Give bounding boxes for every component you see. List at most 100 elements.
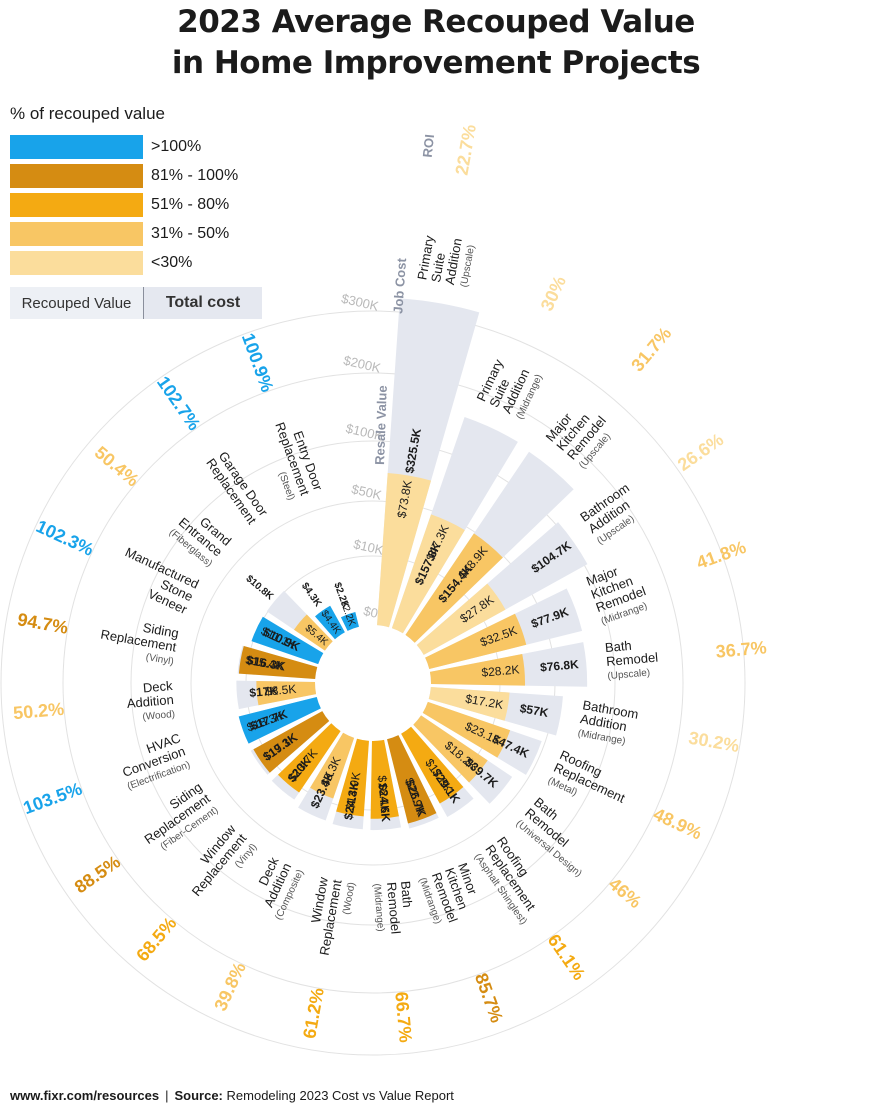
grid-circle (62, 372, 684, 994)
resale-bar (315, 605, 345, 640)
legend-key-recouped: Recouped Value (10, 287, 144, 319)
cost-label: $16.3K (246, 653, 287, 674)
footer-source-label: Source: (174, 1088, 223, 1103)
roi-label: 85.7% (471, 970, 507, 1025)
project-name: Remodel (606, 650, 659, 669)
cost-label: $4.3K (299, 581, 324, 610)
grid-circle (0, 310, 746, 1056)
axis-title-resale: Resale Value (372, 385, 390, 465)
roi-label: 36.7% (715, 637, 768, 661)
roi-label: 39.8% (210, 959, 250, 1014)
resale-bar (238, 697, 321, 744)
roi-label: 61.2% (299, 986, 328, 1040)
legend-item: 31% - 50% (10, 219, 262, 248)
legend-item: 81% - 100% (10, 161, 262, 190)
resale-label: $8.5K (264, 682, 296, 699)
legend-swatch (10, 221, 143, 246)
legend-key-bar: Recouped Value Total cost (10, 287, 262, 319)
roi-label: 68.5% (132, 913, 180, 965)
resale-bar (310, 732, 355, 799)
project-name: Addition (126, 692, 174, 711)
roi-label: 61.1% (544, 930, 590, 983)
legend-label: 31% - 50% (151, 224, 230, 242)
resale-label: $73.8K (394, 479, 414, 519)
project-name: Remodel (384, 881, 403, 934)
footer-source-text: Remodeling 2023 Cost vs Value Report (226, 1088, 454, 1103)
resale-bar (416, 583, 506, 655)
chart-title-line-2: in Home Improvement Projects (171, 45, 701, 81)
project-name: Bath (398, 880, 415, 908)
footer: www.fixr.com/resources | Source: Remodelin… (10, 1088, 454, 1103)
legend-swatch (10, 163, 143, 188)
resale-label: $28.2K (481, 662, 520, 679)
axis-tick-label: $10K (352, 536, 385, 558)
roi-label: 26.6% (674, 429, 727, 475)
legend-swatch (10, 134, 143, 159)
resale-bar (387, 735, 437, 824)
legend-item: <30% (10, 248, 262, 277)
roi-label: 88.5% (71, 852, 124, 898)
roi-label: 46% (605, 874, 645, 912)
roi-label: 41.8% (694, 537, 749, 573)
chart-title-line-1: 2023 Average Recouped Value (177, 4, 695, 40)
resale-bar (401, 726, 464, 804)
resale-bar (370, 739, 399, 819)
cost-label: $17K (249, 683, 279, 699)
roi-label: 103.5% (20, 778, 84, 818)
resale-bar (425, 613, 527, 669)
legend-swatch (10, 250, 143, 275)
axis-tick-label: $50K (350, 481, 383, 503)
project-sub: (Vinyl) (145, 652, 175, 668)
axis-tick-label: $0 (362, 603, 379, 621)
roi-label: 66.7% (391, 991, 415, 1044)
cost-label: $2.2K (331, 581, 351, 611)
resale-label: $15.4K (244, 653, 284, 673)
legend-label: 51% - 80% (151, 195, 230, 213)
axis-title-cost: Job Cost (390, 257, 409, 314)
resale-bar (336, 738, 369, 817)
resale-bar (391, 514, 465, 634)
legend-label: 81% - 100% (151, 166, 239, 184)
legend-label: >100% (151, 137, 202, 155)
roi-label: 100.9% (238, 330, 278, 394)
resale-bar (238, 645, 318, 679)
footer-separator: | (165, 1088, 169, 1103)
roi-label: 30% (537, 273, 570, 314)
resale-bar (405, 533, 503, 643)
legend-item: 51% - 80% (10, 190, 262, 219)
project-name: Siding (142, 620, 180, 641)
roi-label: 30.2% (687, 728, 741, 757)
resale-bar (256, 680, 317, 706)
project-sub: (Midrange) (371, 883, 386, 932)
resale-bar (428, 687, 510, 721)
roi-label: 102.7% (153, 373, 204, 434)
roi-label: 50.2% (12, 699, 65, 723)
resale-bar (340, 611, 359, 631)
chart-title: 2023 Average Recouped Value in Home Impr… (0, 2, 872, 84)
legend-key-total: Total cost (165, 294, 241, 311)
roi-label: 50.4% (91, 442, 143, 490)
cost-label: $24.3K (341, 780, 362, 821)
cost-label: $76.8K (539, 657, 579, 674)
cost-label: $24.6K (376, 783, 393, 823)
project-sub: (Upscale) (607, 667, 651, 682)
grid-circle (130, 440, 616, 926)
resale-bar (422, 701, 511, 758)
cost-label: $10.8K (244, 573, 276, 603)
project-sub: (Wood) (142, 709, 175, 723)
legend-swatch (10, 192, 143, 217)
cost-label: $57K (519, 701, 550, 720)
roi-label: 94.7% (16, 609, 70, 638)
resale-label: $16.4K (375, 775, 392, 814)
resale-bar (277, 723, 341, 793)
project-name: Bath (604, 638, 632, 655)
project-name: Suite (428, 252, 448, 284)
